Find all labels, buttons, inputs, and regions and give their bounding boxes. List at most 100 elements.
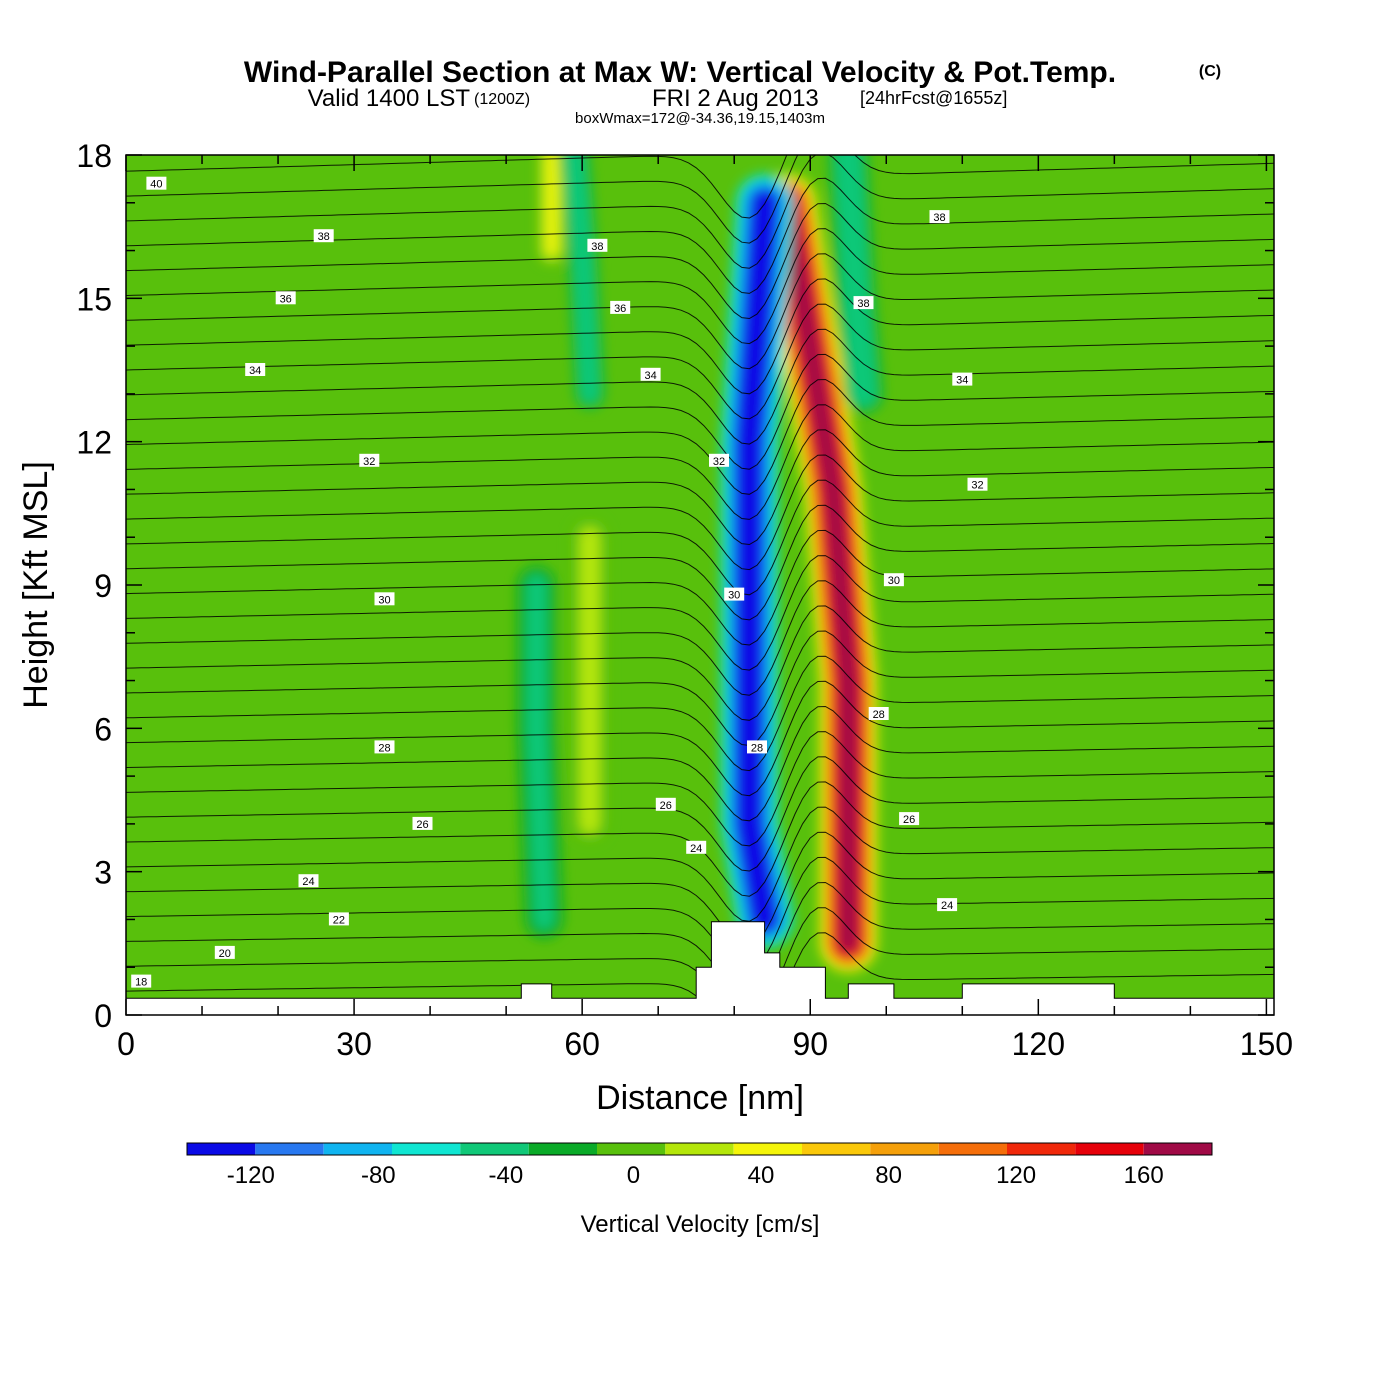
isentrope-line: [126, 278, 1274, 395]
isentrope-line: [126, 202, 1274, 320]
isentrope-label-text: 34: [249, 365, 261, 377]
isentrope-label-text: 30: [728, 590, 740, 602]
copyright-mark: (C): [1199, 63, 1221, 80]
w-band-downdraft-core-3: [740, 193, 774, 929]
colorbar-swatch: [187, 1143, 256, 1155]
isentrope-label-text: 30: [888, 575, 900, 587]
x-tick-label: 150: [1240, 1026, 1293, 1062]
y-tick-label: 9: [94, 568, 112, 604]
isentrope-label-box: [313, 229, 334, 243]
y-tick-label: 18: [76, 138, 112, 174]
isentrope-label: 40: [146, 176, 167, 191]
isentrope-label-text: 40: [150, 179, 162, 191]
isentrope-label: 38: [587, 238, 608, 253]
colorbar-tick-label: -120: [227, 1162, 275, 1189]
isentrope-label: 38: [853, 296, 874, 310]
isentrope-label-box: [275, 291, 296, 305]
isentrope-line: [126, 328, 1274, 445]
w-band-updraft-core-3: [778, 193, 858, 953]
isentrope-label-text: 32: [713, 456, 725, 468]
isentrope-line: [126, 881, 1274, 998]
isentrope-label-box: [610, 300, 631, 314]
isentrope-label-text: 26: [903, 814, 915, 826]
x-tick-label: 90: [792, 1026, 828, 1062]
isentrope-label: 30: [374, 592, 395, 606]
isentrope-label-text: 22: [333, 914, 345, 926]
isentrope-line: [126, 303, 1274, 420]
isentrope-label-box: [883, 573, 904, 587]
isentrope-label-text: 34: [644, 370, 656, 382]
terrain-fill: [126, 921, 1274, 1015]
colorbar-swatch: [733, 1143, 802, 1155]
isentrope-label-text: 28: [378, 742, 390, 754]
isentrope-line: [126, 555, 1274, 671]
isentrope-line: [126, 155, 788, 219]
colorbar-swatch: [255, 1143, 324, 1155]
isentrope-line: [126, 680, 1274, 797]
isentrope-label: 30: [883, 573, 904, 587]
isentrope-label: 38: [929, 210, 950, 224]
isentrope-label-text: 24: [941, 900, 953, 912]
colorbar: -120 -80 -40 0 40 80 120 160: [186, 1142, 1213, 1189]
isentrope-label-box: [640, 367, 661, 381]
isentrope-label-box: [868, 707, 889, 720]
isentrope-label-text: 36: [614, 303, 626, 315]
colorbar-swatch: [665, 1143, 734, 1155]
isentrope-label: 24: [686, 840, 707, 855]
w-band-left-downdraft-3: [530, 578, 551, 926]
valid-date: FRI 2 Aug 2013: [652, 85, 819, 112]
isentrope-label: 18: [131, 974, 152, 989]
colorbar-swatch: [938, 1143, 1007, 1155]
x-tick-label: 120: [1012, 1026, 1065, 1062]
isentrope-label-box: [328, 912, 349, 926]
colorbar-title: Vertical Velocity [cm/s]: [581, 1211, 820, 1238]
isentrope-label-box: [359, 453, 380, 467]
isentrope-line: [126, 479, 1274, 596]
isentrope-label: 32: [709, 453, 729, 468]
isentrope-line: [126, 404, 1274, 520]
isentrope-label-box: [709, 453, 729, 467]
isentrope-label-box: [374, 592, 395, 606]
isentrope-label: 28: [374, 740, 395, 754]
valid-zulu: (1200Z): [474, 91, 530, 108]
isentrope-label: 28: [747, 740, 767, 754]
colorbar-tick-label: 80: [875, 1162, 902, 1189]
x-tick-label: 60: [564, 1026, 600, 1062]
isentrope-line: [126, 605, 1274, 721]
isentrope-label-box: [899, 812, 920, 826]
isentrope-label-box: [853, 296, 874, 310]
colorbar-tick-label: 160: [1124, 1162, 1164, 1189]
isentrope-label-box: [245, 363, 266, 376]
isentrope-label: 36: [275, 291, 296, 305]
colorbar-tick-label: 0: [627, 1162, 640, 1189]
isentrope-label: 26: [655, 797, 676, 812]
isentrope-line: [126, 454, 1274, 571]
isentrope-label: 24: [298, 874, 319, 888]
colorbar-swatch: [597, 1143, 666, 1155]
isentrope-label: 22: [328, 912, 349, 926]
colorbar-frame: [186, 1142, 1213, 1156]
isentrope-line: [126, 756, 1274, 872]
y-tick-label: 3: [94, 855, 112, 891]
y-tick-label: 15: [76, 281, 112, 317]
plot-area: 40 38 38 38 36 36 38 34 34 34 32 32 32 30 30 30 28 28 28 26…: [126, 155, 1274, 1015]
isentrope-label-text: 38: [591, 241, 603, 253]
isentrope-label-text: 24: [302, 876, 314, 888]
x-axis: 0 30 60 90 120 150: [117, 155, 1293, 1062]
x-tick-label: 30: [336, 1026, 372, 1062]
isentrope-line: [126, 831, 1274, 947]
isentrope-label-box: [131, 974, 152, 988]
colorbar-swatch: [870, 1143, 939, 1155]
isentrope-label-box: [937, 898, 958, 912]
isentrope-label-text: 26: [660, 800, 672, 812]
isentrope-line: [126, 630, 1274, 747]
y-axis-title: Height [Kft MSL]: [17, 461, 55, 709]
isentrope-line: [126, 504, 1274, 621]
isentrope-label-text: 32: [971, 480, 983, 492]
colorbar-swatch: [1075, 1143, 1144, 1155]
isentrope-label-box: [747, 740, 767, 754]
isentrope-label: 38: [313, 229, 334, 243]
isentrope-label: 34: [245, 363, 266, 377]
valid-prefix: Valid 1400 LST: [308, 85, 471, 112]
isentrope-line: [126, 228, 1274, 345]
